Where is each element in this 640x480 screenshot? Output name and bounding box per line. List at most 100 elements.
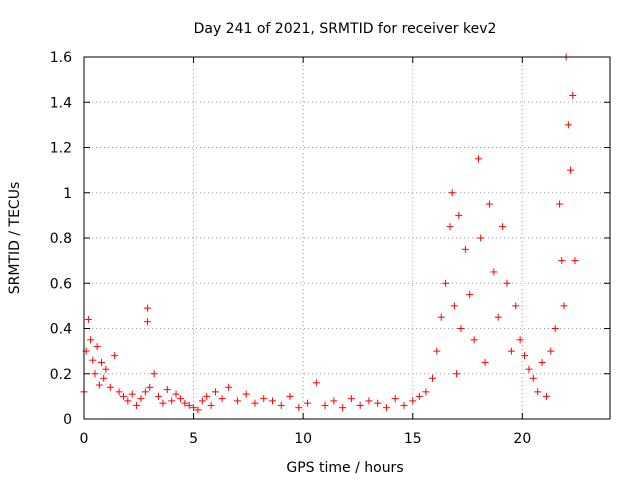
data-point: [457, 325, 465, 332]
chart-title: Day 241 of 2021, SRMTID for receiver kev…: [194, 21, 497, 37]
data-point: [339, 404, 347, 412]
data-point: [304, 399, 312, 407]
axis-ticks: 0 5 10 15 20 0 0.2 0.4 0.6 0.8 1 1.2 1.4 1.6: [50, 50, 610, 447]
y-tick-label: 1.4: [50, 95, 72, 111]
data-point: [251, 399, 259, 407]
y-tick-label: 1.2: [50, 141, 72, 157]
y-tick-label: 0: [63, 412, 72, 428]
data-point: [146, 383, 154, 391]
data-point: [185, 401, 193, 409]
data-point: [212, 388, 219, 396]
data-point: [567, 166, 575, 174]
data-point: [159, 399, 167, 407]
data-point: [556, 200, 564, 208]
x-tick-label: 0: [80, 431, 89, 447]
data-point: [137, 395, 145, 403]
data-point: [150, 370, 158, 378]
data-point: [119, 392, 127, 400]
data-point: [100, 374, 108, 382]
data-points: [80, 53, 579, 414]
data-point: [128, 390, 136, 398]
data-point: [442, 279, 450, 287]
data-point: [198, 397, 206, 405]
data-point: [461, 245, 469, 253]
data-point: [84, 315, 92, 323]
data-point: [538, 358, 546, 366]
data-point: [168, 397, 176, 405]
data-point: [490, 268, 498, 276]
data-point: [91, 370, 99, 378]
data-point: [124, 397, 132, 405]
data-point: [382, 404, 390, 412]
data-point: [529, 374, 537, 382]
data-point: [102, 365, 110, 373]
data-point: [141, 388, 149, 396]
x-tick-label: 10: [294, 431, 312, 447]
data-point: [448, 189, 456, 197]
data-point: [521, 352, 529, 360]
data-point: [428, 374, 436, 382]
data-point: [106, 383, 114, 391]
data-point: [95, 381, 103, 389]
data-point: [453, 370, 461, 378]
data-point: [155, 392, 163, 400]
data-point: [176, 395, 184, 403]
x-tick-label: 15: [404, 431, 422, 447]
data-point: [560, 302, 568, 310]
data-point: [477, 234, 485, 242]
data-point: [525, 365, 533, 373]
data-point: [356, 401, 364, 409]
data-point: [330, 397, 338, 405]
data-point: [207, 401, 215, 409]
data-point: [218, 395, 226, 403]
x-tick-label: 20: [513, 431, 531, 447]
data-point: [409, 397, 417, 405]
data-point: [87, 336, 95, 344]
data-point: [374, 399, 382, 407]
data-point: [144, 304, 152, 312]
data-point: [569, 91, 577, 99]
data-point: [194, 406, 202, 414]
data-point: [268, 397, 276, 405]
data-point: [115, 388, 123, 396]
data-point: [144, 318, 152, 326]
data-point: [470, 336, 478, 344]
data-point: [485, 200, 493, 208]
data-point: [512, 302, 520, 310]
data-point: [321, 401, 329, 409]
data-point: [551, 325, 559, 332]
data-point: [312, 379, 320, 387]
data-point: [547, 347, 555, 355]
data-point: [391, 395, 399, 403]
data-point: [295, 404, 303, 412]
data-point: [507, 347, 515, 355]
data-point: [260, 395, 268, 403]
data-point: [203, 392, 211, 400]
data-point: [499, 223, 507, 231]
data-point: [534, 388, 542, 396]
data-point: [503, 279, 511, 287]
data-point: [422, 388, 430, 396]
data-point: [286, 392, 294, 400]
data-point: [450, 302, 458, 310]
data-point: [400, 401, 408, 409]
data-point: [98, 358, 106, 366]
data-point: [181, 399, 189, 407]
data-point: [347, 395, 355, 403]
data-point: [542, 392, 550, 400]
y-tick-label: 1.6: [50, 50, 72, 66]
data-point: [455, 211, 463, 219]
x-axis-label: GPS time / hours: [286, 460, 403, 476]
data-point: [190, 404, 198, 412]
data-point: [233, 397, 241, 405]
data-point: [494, 313, 502, 321]
data-point: [516, 336, 524, 344]
data-point: [475, 155, 482, 163]
data-point: [558, 257, 566, 265]
data-point: [93, 343, 101, 351]
y-tick-label: 0.8: [50, 231, 72, 247]
y-tick-label: 0.2: [50, 367, 72, 383]
data-point: [133, 401, 141, 409]
x-tick-label: 5: [189, 431, 198, 447]
